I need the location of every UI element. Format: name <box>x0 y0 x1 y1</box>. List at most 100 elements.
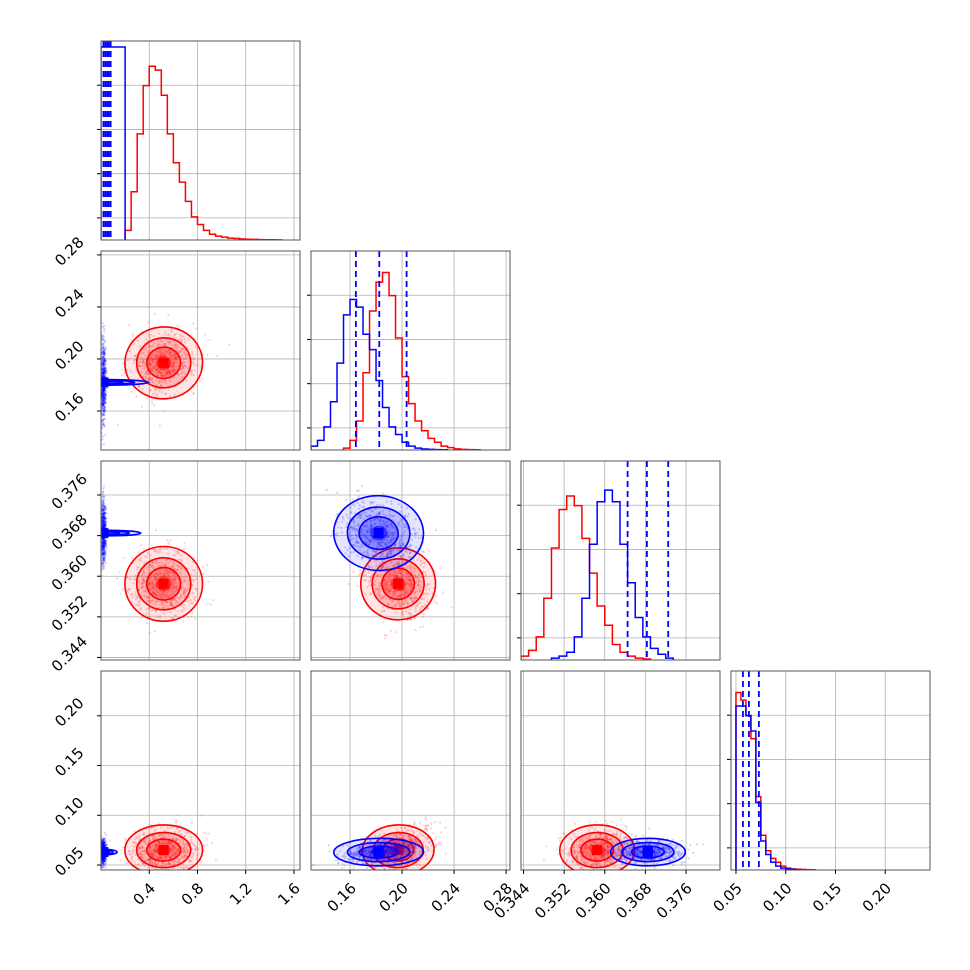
sample-point-blue <box>391 535 394 538</box>
sample-point-red <box>163 330 167 333</box>
sample-point-red <box>137 384 141 387</box>
sample-point-blue <box>101 857 104 861</box>
sample-point-red <box>359 569 362 572</box>
sample-point-red <box>194 849 197 852</box>
sample-point-red <box>174 356 177 359</box>
sample-point-blue <box>386 538 389 542</box>
panel-0-0 <box>101 41 283 240</box>
sample-point-red <box>176 373 179 376</box>
sample-point-blue <box>377 541 380 544</box>
sample-point-red <box>173 568 177 571</box>
sample-point-red <box>148 377 151 380</box>
sample-point-red <box>130 856 133 859</box>
sample-point-blue <box>393 544 396 548</box>
sample-point-blue <box>101 858 105 861</box>
sample-point-red <box>147 599 150 603</box>
sample-point-blue <box>101 516 104 519</box>
sample-point-red <box>173 333 176 336</box>
sample-point-red <box>161 857 164 860</box>
sample-point-blue <box>102 525 106 528</box>
sample-point-blue <box>104 401 108 405</box>
sample-point-red <box>408 608 412 611</box>
sample-point-red <box>147 858 150 862</box>
sample-point-blue <box>103 400 107 403</box>
frame-2-2 <box>520 460 721 661</box>
grid-0-2 <box>101 461 300 660</box>
sample-point-blue <box>101 389 104 392</box>
sample-point-red <box>146 837 150 840</box>
sample-point-blue <box>408 545 411 548</box>
sample-point-red <box>180 567 183 570</box>
sample-point-blue <box>350 503 354 506</box>
sample-point-blue <box>103 542 106 545</box>
sample-point-blue <box>103 512 106 515</box>
sample-point-blue <box>374 550 377 553</box>
sample-point-blue <box>105 391 108 394</box>
sample-point-blue <box>102 387 105 390</box>
sample-point-red <box>157 355 160 358</box>
sample-point-blue <box>103 841 106 845</box>
sample-point-blue <box>102 410 106 413</box>
sample-point-blue <box>352 519 356 522</box>
sample-point-red <box>143 841 147 844</box>
sample-point-blue <box>104 394 107 397</box>
sample-point-blue <box>101 388 104 392</box>
sample-point-blue <box>369 540 372 543</box>
sample-point-blue <box>103 369 106 373</box>
sample-point-red <box>414 608 417 611</box>
sample-point-blue <box>101 364 105 367</box>
sample-point-red <box>131 850 134 853</box>
sample-point-blue <box>101 857 104 860</box>
sample-point-red <box>393 604 396 607</box>
sample-point-red <box>175 838 178 841</box>
sample-point-blue <box>101 342 105 345</box>
sample-point-red <box>155 395 158 398</box>
sample-point-red <box>385 591 389 594</box>
sample-point-blue <box>103 407 106 410</box>
sample-point-blue <box>101 394 105 397</box>
sample-point-blue <box>103 506 106 510</box>
sample-point-red <box>171 570 174 574</box>
sample-point-red <box>408 574 411 577</box>
sample-point-red <box>154 860 157 864</box>
sample-point-blue <box>103 537 106 541</box>
sample-point-blue <box>103 387 106 390</box>
sample-point-blue <box>102 524 105 527</box>
sample-point-red <box>155 373 159 377</box>
sample-point-red <box>388 598 392 601</box>
sample-point-blue <box>103 414 106 417</box>
sample-point-red <box>154 576 157 579</box>
sample-point-blue <box>101 395 104 398</box>
sample-point-blue <box>102 858 105 862</box>
sample-point-red <box>173 356 177 359</box>
sample-point-red <box>171 565 174 568</box>
sample-point-red <box>140 582 144 585</box>
sample-point-red <box>147 583 150 586</box>
sample-point-red <box>389 578 392 581</box>
sample-point-red <box>131 855 134 858</box>
sample-point-blue <box>102 546 105 549</box>
sample-point-blue <box>101 862 104 865</box>
sample-point-blue <box>104 375 107 378</box>
sample-point-blue <box>368 508 371 511</box>
sample-point-blue <box>101 518 105 522</box>
sample-point-red <box>164 350 167 353</box>
sample-point-red <box>398 571 401 574</box>
sample-point-red <box>183 361 186 364</box>
sample-point-blue <box>101 522 104 525</box>
sample-point-blue <box>102 399 105 402</box>
sample-point-red <box>439 566 442 570</box>
sample-point-blue <box>104 511 107 514</box>
sample-point-red <box>409 583 412 586</box>
sample-point-blue <box>412 549 415 552</box>
sample-point-blue <box>401 542 404 546</box>
sample-point-blue <box>102 389 105 392</box>
sample-point-red <box>142 362 145 365</box>
sample-point-blue <box>357 495 360 498</box>
sample-point-red <box>174 837 177 840</box>
sample-point-red <box>182 846 185 849</box>
sample-point-red <box>214 858 218 861</box>
sample-point-red <box>410 569 413 572</box>
sample-point-blue <box>399 544 402 547</box>
sample-point-red <box>152 358 155 361</box>
